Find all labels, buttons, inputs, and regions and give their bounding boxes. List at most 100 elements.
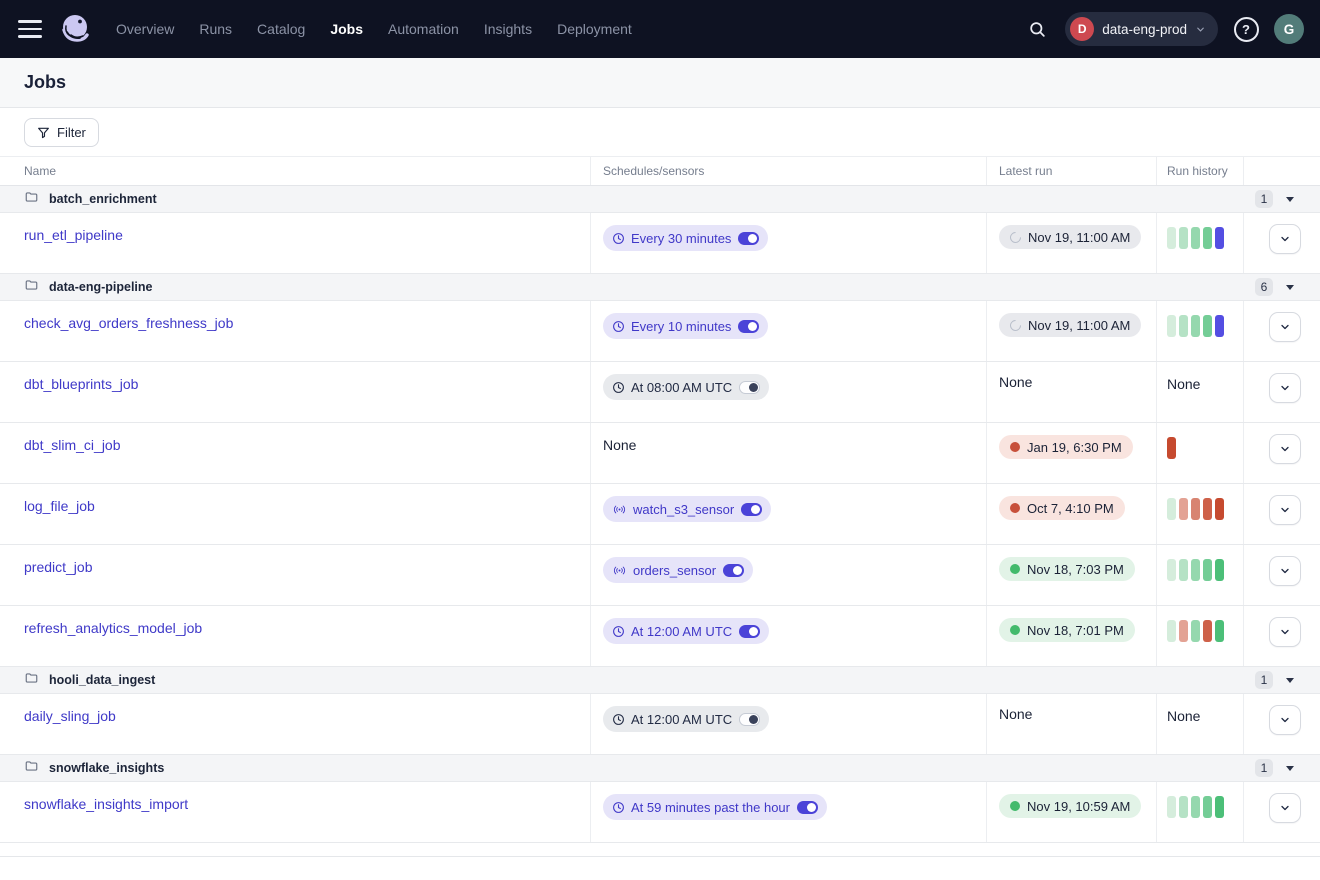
row-expand-button[interactable] bbox=[1269, 434, 1301, 464]
job-name-link[interactable]: log_file_job bbox=[24, 498, 95, 514]
run-history-bar[interactable] bbox=[1167, 620, 1176, 642]
dagster-logo-icon[interactable] bbox=[56, 10, 94, 48]
filter-button[interactable]: Filter bbox=[24, 118, 99, 147]
trigger-toggle[interactable] bbox=[739, 713, 760, 726]
row-expand-button[interactable] bbox=[1269, 495, 1301, 525]
run-history-bar[interactable] bbox=[1191, 559, 1200, 581]
schedule-chip[interactable]: At 12:00 AM UTC bbox=[603, 706, 769, 732]
trigger-toggle[interactable] bbox=[738, 320, 759, 333]
job-group-row[interactable]: batch_enrichment1 bbox=[0, 186, 1320, 213]
latest-run-chip[interactable]: Nov 19, 11:00 AM bbox=[999, 313, 1141, 337]
search-icon[interactable] bbox=[1022, 14, 1052, 44]
run-history-bar[interactable] bbox=[1179, 315, 1188, 337]
nav-item-runs[interactable]: Runs bbox=[199, 21, 232, 37]
user-avatar[interactable]: G bbox=[1274, 14, 1304, 44]
job-name-link[interactable]: refresh_analytics_model_job bbox=[24, 620, 202, 636]
run-history-bar[interactable] bbox=[1179, 498, 1188, 520]
job-name-link[interactable]: dbt_blueprints_job bbox=[24, 376, 138, 392]
latest-run-chip[interactable]: Jan 19, 6:30 PM bbox=[999, 435, 1133, 459]
row-expand-button[interactable] bbox=[1269, 373, 1301, 403]
job-name-link[interactable]: daily_sling_job bbox=[24, 708, 116, 724]
menu-icon[interactable] bbox=[18, 20, 42, 38]
schedule-chip[interactable]: At 59 minutes past the hour bbox=[603, 794, 827, 820]
run-history-bar[interactable] bbox=[1215, 227, 1224, 249]
run-history-bar[interactable] bbox=[1179, 559, 1188, 581]
nav-item-overview[interactable]: Overview bbox=[116, 21, 174, 37]
job-row: dbt_blueprints_jobAt 08:00 AM UTCNoneNon… bbox=[0, 362, 1320, 423]
trigger-toggle[interactable] bbox=[739, 381, 760, 394]
help-icon[interactable]: ? bbox=[1231, 14, 1261, 44]
run-history-bar[interactable] bbox=[1191, 620, 1200, 642]
run-history-bar[interactable] bbox=[1215, 315, 1224, 337]
sensor-chip[interactable]: orders_sensor bbox=[603, 557, 753, 583]
job-name-link[interactable]: predict_job bbox=[24, 559, 93, 575]
latest-run-chip[interactable]: Oct 7, 4:10 PM bbox=[999, 496, 1125, 520]
row-expand-button[interactable] bbox=[1269, 617, 1301, 647]
success-status-dot-icon bbox=[1010, 564, 1020, 574]
actions-cell bbox=[1243, 213, 1320, 273]
deployment-switcher[interactable]: D data-eng-prod bbox=[1065, 12, 1218, 46]
run-history-bar[interactable] bbox=[1191, 498, 1200, 520]
schedule-chip[interactable]: Every 10 minutes bbox=[603, 313, 768, 339]
run-history-bar[interactable] bbox=[1215, 620, 1224, 642]
job-name-link[interactable]: snowflake_insights_import bbox=[24, 796, 188, 812]
schedule-chip[interactable]: Every 30 minutes bbox=[603, 225, 768, 251]
job-group-row[interactable]: data-eng-pipeline6 bbox=[0, 274, 1320, 301]
job-group-title: snowflake_insights bbox=[24, 759, 164, 778]
run-history-bar[interactable] bbox=[1203, 796, 1212, 818]
run-history-bar[interactable] bbox=[1167, 559, 1176, 581]
latest-run-chip[interactable]: Nov 19, 11:00 AM bbox=[999, 225, 1141, 249]
trigger-toggle[interactable] bbox=[739, 625, 760, 638]
run-history-bar[interactable] bbox=[1215, 498, 1224, 520]
trigger-toggle[interactable] bbox=[738, 232, 759, 245]
run-history-bar[interactable] bbox=[1167, 498, 1176, 520]
row-expand-button[interactable] bbox=[1269, 224, 1301, 254]
latest-run-chip[interactable]: Nov 18, 7:03 PM bbox=[999, 557, 1135, 581]
run-history-bar[interactable] bbox=[1167, 796, 1176, 818]
sensor-chip[interactable]: watch_s3_sensor bbox=[603, 496, 771, 522]
trigger-toggle[interactable] bbox=[723, 564, 744, 577]
run-history-bar[interactable] bbox=[1191, 796, 1200, 818]
run-history-bar[interactable] bbox=[1215, 796, 1224, 818]
run-history-bar[interactable] bbox=[1179, 796, 1188, 818]
run-history-bar[interactable] bbox=[1203, 498, 1212, 520]
run-history-bar[interactable] bbox=[1203, 227, 1212, 249]
collapse-caret-icon[interactable] bbox=[1286, 678, 1294, 683]
collapse-caret-icon[interactable] bbox=[1286, 766, 1294, 771]
run-history-bar[interactable] bbox=[1203, 620, 1212, 642]
row-expand-button[interactable] bbox=[1269, 312, 1301, 342]
job-name-link[interactable]: check_avg_orders_freshness_job bbox=[24, 315, 233, 331]
latest-run-chip[interactable]: Nov 19, 10:59 AM bbox=[999, 794, 1141, 818]
run-history-bar[interactable] bbox=[1167, 227, 1176, 249]
row-expand-button[interactable] bbox=[1269, 705, 1301, 735]
run-history-bar[interactable] bbox=[1203, 315, 1212, 337]
nav-item-catalog[interactable]: Catalog bbox=[257, 21, 305, 37]
collapse-caret-icon[interactable] bbox=[1286, 197, 1294, 202]
deployment-badge: D bbox=[1070, 17, 1094, 41]
job-group-row[interactable]: hooli_data_ingest1 bbox=[0, 667, 1320, 694]
schedule-chip[interactable]: At 12:00 AM UTC bbox=[603, 618, 769, 644]
latest-run-chip[interactable]: Nov 18, 7:01 PM bbox=[999, 618, 1135, 642]
run-history-bar[interactable] bbox=[1215, 559, 1224, 581]
job-name-link[interactable]: dbt_slim_ci_job bbox=[24, 437, 121, 453]
trigger-toggle[interactable] bbox=[797, 801, 818, 814]
run-history-bar[interactable] bbox=[1191, 315, 1200, 337]
job-group-row[interactable]: snowflake_insights1 bbox=[0, 755, 1320, 782]
nav-item-insights[interactable]: Insights bbox=[484, 21, 532, 37]
run-history-bar[interactable] bbox=[1191, 227, 1200, 249]
nav-item-automation[interactable]: Automation bbox=[388, 21, 459, 37]
row-expand-button[interactable] bbox=[1269, 556, 1301, 586]
run-history-bar[interactable] bbox=[1179, 227, 1188, 249]
run-history-bar[interactable] bbox=[1167, 437, 1176, 459]
row-expand-button[interactable] bbox=[1269, 793, 1301, 823]
schedule-chip[interactable]: At 08:00 AM UTC bbox=[603, 374, 769, 400]
run-history-bar[interactable] bbox=[1179, 620, 1188, 642]
nav-item-deployment[interactable]: Deployment bbox=[557, 21, 632, 37]
collapse-caret-icon[interactable] bbox=[1286, 285, 1294, 290]
trigger-toggle[interactable] bbox=[741, 503, 762, 516]
job-name-link[interactable]: run_etl_pipeline bbox=[24, 227, 123, 243]
run-history-bar[interactable] bbox=[1167, 315, 1176, 337]
nav-item-jobs[interactable]: Jobs bbox=[330, 21, 363, 37]
latest-run-cell: Jan 19, 6:30 PM bbox=[986, 423, 1156, 483]
run-history-bar[interactable] bbox=[1203, 559, 1212, 581]
